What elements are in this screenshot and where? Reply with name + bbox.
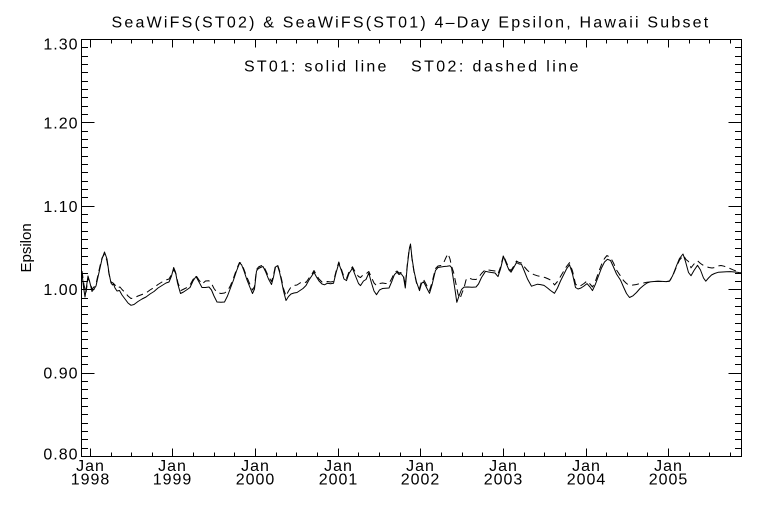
svg-text:Epsilon: Epsilon (18, 223, 35, 272)
svg-text:ST02: dashed line: ST02: dashed line (411, 59, 581, 76)
svg-text:Jan: Jan (76, 458, 105, 475)
svg-text:Jan: Jan (324, 458, 353, 475)
svg-text:1.10: 1.10 (43, 199, 78, 216)
svg-text:2005: 2005 (649, 471, 689, 488)
svg-text:Jan: Jan (241, 458, 270, 475)
svg-text:Jan: Jan (158, 458, 187, 475)
svg-text:Jan: Jan (654, 458, 683, 475)
svg-text:2001: 2001 (319, 471, 359, 488)
svg-text:2002: 2002 (401, 471, 441, 488)
svg-text:2003: 2003 (484, 471, 524, 488)
svg-text:1.20: 1.20 (43, 115, 78, 132)
svg-text:2000: 2000 (236, 471, 276, 488)
svg-text:ST01: solid line: ST01: solid line (244, 59, 389, 76)
svg-text:Jan: Jan (489, 458, 518, 475)
svg-text:0.80: 0.80 (43, 447, 78, 464)
svg-text:1.30: 1.30 (43, 37, 78, 54)
svg-text:2004: 2004 (567, 471, 607, 488)
svg-text:Jan: Jan (572, 458, 601, 475)
svg-text:1999: 1999 (153, 471, 193, 488)
svg-text:0.90: 0.90 (43, 366, 78, 383)
svg-text:1998: 1998 (71, 471, 111, 488)
svg-text:1.00: 1.00 (43, 282, 78, 299)
svg-text:SeaWiFS(ST02) & SeaWiFS(ST01): SeaWiFS(ST02) & SeaWiFS(ST01) 4–Day Epsi… (112, 15, 711, 32)
svg-text:Jan: Jan (406, 458, 435, 475)
